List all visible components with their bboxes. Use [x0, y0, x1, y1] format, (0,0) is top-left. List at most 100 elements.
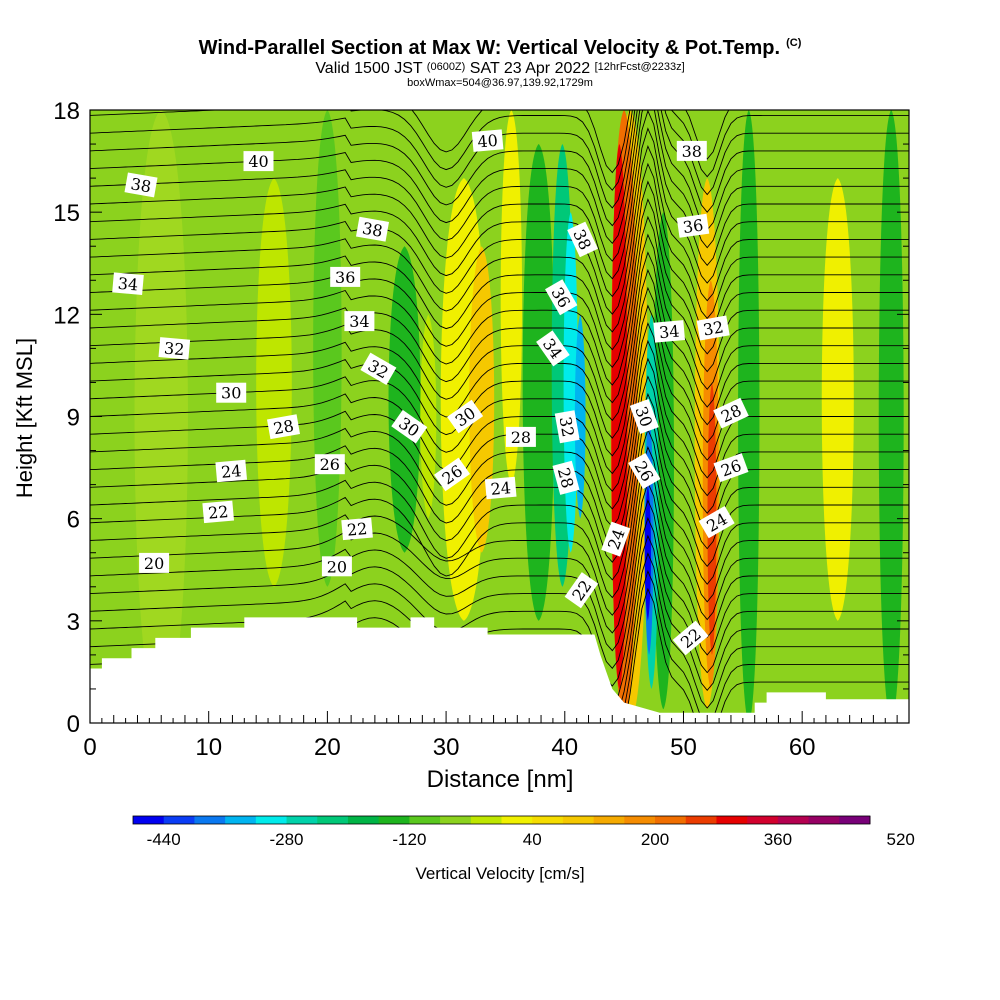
- terrain: [90, 617, 909, 723]
- contour-label-box: [653, 320, 686, 343]
- colorbar-label: Vertical Velocity [cm/s]: [415, 864, 585, 883]
- isentrope-line: [90, 251, 909, 422]
- contour-label: 28: [505, 426, 536, 447]
- isentrope-line: [90, 215, 909, 386]
- colorbar-swatch: [562, 816, 595, 824]
- colorbar-tick-label: 200: [641, 830, 669, 849]
- colorbar-swatch: [470, 816, 502, 824]
- isentropes: [90, 110, 909, 723]
- contour-label-box: [628, 453, 661, 489]
- y-tick-label: 18: [53, 98, 80, 125]
- contour-label: 38: [355, 216, 390, 242]
- contour-label: 24: [484, 476, 517, 500]
- contour-label-box: [676, 140, 707, 161]
- colorbar-swatch: [378, 816, 410, 824]
- y-tick-label: 3: [67, 609, 80, 636]
- colorbar-swatch: [440, 816, 472, 824]
- contour-label: 40: [471, 129, 504, 152]
- isentrope-line: [90, 162, 909, 333]
- contour-label-text: 30: [221, 384, 241, 403]
- contour-label-box: [215, 459, 248, 483]
- velocity-band: [522, 144, 555, 621]
- x-tick-label: 10: [195, 734, 222, 761]
- contour-label-text: 40: [477, 131, 499, 152]
- colorbar-swatch: [163, 816, 195, 824]
- isentrope-line: [90, 233, 909, 404]
- contour-label-text: 20: [327, 557, 347, 576]
- contour-label: 38: [676, 140, 707, 161]
- contour-label-box: [360, 352, 397, 385]
- contour-label-box: [243, 151, 274, 172]
- isentrope-line: [90, 481, 909, 652]
- velocity-field: [90, 110, 909, 723]
- isentrope-line: [90, 534, 909, 705]
- colorbar-swatch: [685, 816, 717, 824]
- chart-title: Wind-Parallel Section at Max W: Vertical…: [0, 37, 1000, 60]
- velocity-band: [469, 246, 495, 553]
- contour-label-box: [672, 620, 709, 656]
- colorbar-swatch: [624, 816, 656, 824]
- contour-label-box: [564, 572, 599, 609]
- contour-label-box: [629, 398, 659, 435]
- velocity-band: [574, 314, 586, 519]
- contour-label: 22: [202, 500, 235, 524]
- contour-label-box: [696, 315, 730, 341]
- contour-label-box: [112, 272, 144, 295]
- colorbar-frame: [132, 815, 871, 825]
- y-tick-label: 0: [67, 711, 80, 738]
- contour-label-text: 24: [220, 461, 242, 482]
- colorbar-tick-label: -440: [147, 830, 181, 849]
- contour-label-text: 38: [129, 174, 152, 196]
- x-tick-label: 60: [789, 734, 816, 761]
- colorbar-swatch: [808, 816, 840, 824]
- contour-label: 20: [321, 556, 352, 577]
- isentrope-line: [90, 110, 909, 191]
- contour-label: 40: [243, 151, 274, 172]
- contour-label-box: [124, 172, 158, 198]
- colorbar-swatch: [501, 816, 533, 824]
- contour-label: 22: [672, 620, 709, 656]
- isentrope-line: [90, 180, 909, 351]
- contour-label-text: 40: [248, 152, 268, 171]
- y-tick-label: 15: [53, 200, 80, 227]
- colorbar-swatch: [347, 816, 380, 824]
- x-tick-label: 50: [670, 734, 697, 761]
- contour-label: 20: [139, 552, 170, 573]
- contour-label-text: 28: [272, 416, 295, 438]
- contour-label: 32: [554, 410, 580, 444]
- isentrope-line: [90, 339, 909, 510]
- contour-label-box: [341, 517, 373, 541]
- colorbar-tick-label: -280: [269, 830, 303, 849]
- x-tick-label: 0: [83, 734, 96, 761]
- contour-label: 32: [696, 315, 730, 341]
- isentrope-line: [90, 127, 909, 298]
- valid-utc: (0600Z): [426, 61, 466, 73]
- velocity-band: [500, 110, 523, 485]
- title-text: Wind-Parallel Section at Max W: Vertical…: [198, 37, 781, 59]
- contour-label-text: 32: [163, 339, 185, 360]
- valid-text-b: SAT 23 Apr 2022: [469, 60, 591, 77]
- isentrope-line: [90, 268, 909, 439]
- contour-label-box: [266, 414, 301, 440]
- contour-label-text: 24: [490, 478, 512, 499]
- x-tick-label: 40: [551, 734, 578, 761]
- colorbar-tick-label: 520: [887, 830, 915, 849]
- colorbar-swatch: [194, 816, 226, 824]
- contour-label-text: 36: [335, 268, 355, 287]
- contour-label-box: [344, 311, 375, 332]
- contour-label: 38: [124, 172, 158, 198]
- isentrope-line: [90, 110, 909, 262]
- x-axis-label: Distance [nm]: [426, 766, 574, 793]
- contour-label-box: [713, 397, 749, 429]
- isentrope-line: [90, 410, 909, 581]
- colorbar-swatch: [716, 816, 748, 824]
- contour-label: 36: [330, 266, 361, 287]
- colorbar-swatch: [532, 816, 564, 824]
- contour-label-box: [355, 216, 390, 242]
- contour-label-text: 34: [658, 322, 680, 343]
- colorbar-swatch: [255, 816, 288, 824]
- contour-label-box: [713, 453, 749, 483]
- colorbar-swatch: [593, 816, 625, 824]
